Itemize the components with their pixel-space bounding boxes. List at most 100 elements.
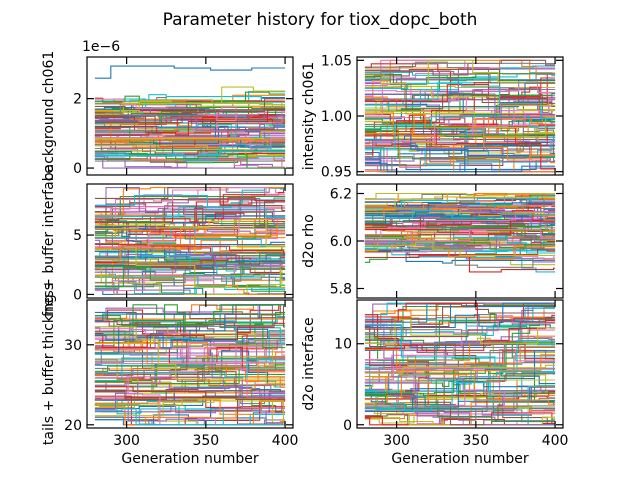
offset-text: 1e−6 xyxy=(82,39,120,55)
x-tick-label: 400 xyxy=(542,433,569,449)
series-line xyxy=(364,211,556,221)
series-line xyxy=(94,332,286,372)
series-line xyxy=(94,130,286,140)
series-line xyxy=(364,255,556,273)
x-axis-label: Generation number xyxy=(121,451,258,467)
panel-1: 0 2 background ch061 1e−6 xyxy=(41,39,294,181)
series-line xyxy=(94,245,286,258)
series-line xyxy=(364,72,556,85)
series-line xyxy=(94,403,286,424)
series-line xyxy=(94,322,286,348)
series-line xyxy=(94,187,286,211)
series-line xyxy=(364,209,556,219)
series-line xyxy=(94,201,286,227)
series-line xyxy=(94,98,286,124)
series-line xyxy=(94,218,286,248)
series-line xyxy=(94,143,286,157)
series-line xyxy=(364,125,556,137)
series-line xyxy=(94,113,286,124)
series-line xyxy=(94,195,286,218)
panel-3: 0 5 fng + buffer interface xyxy=(41,165,294,317)
series-line xyxy=(364,219,556,228)
y-axis-label: intensity ch061 xyxy=(301,62,317,170)
series-line xyxy=(94,304,286,349)
series-group xyxy=(94,65,286,169)
series-line xyxy=(94,218,286,249)
series-line xyxy=(94,276,286,287)
series-line xyxy=(364,59,556,88)
series-line xyxy=(94,376,286,410)
series-line xyxy=(364,220,556,236)
y-tick-label: 0 xyxy=(343,418,352,434)
series-line xyxy=(94,145,286,156)
series-line xyxy=(364,68,556,107)
series-line xyxy=(364,313,556,361)
series-line xyxy=(94,197,286,223)
series-line xyxy=(94,91,286,104)
series-line xyxy=(364,315,556,361)
series-line xyxy=(364,229,556,242)
series-line xyxy=(364,127,556,170)
y-axis-label: d2o interface xyxy=(301,317,317,410)
series-line xyxy=(94,98,286,118)
series-line xyxy=(364,371,556,414)
series-line xyxy=(94,335,286,367)
series-line xyxy=(364,234,556,252)
series-line xyxy=(94,267,286,288)
series-line xyxy=(94,246,286,272)
y-tick-label: 0 xyxy=(73,161,82,177)
series-line xyxy=(94,94,286,102)
series-line xyxy=(94,275,286,295)
series-line xyxy=(94,253,286,273)
series-line xyxy=(364,126,556,161)
y-tick-label: 0 xyxy=(73,287,82,303)
y-tick-label: 1.05 xyxy=(321,53,352,69)
panel-frame xyxy=(86,183,294,299)
x-tick-label: 350 xyxy=(192,433,219,449)
series-line xyxy=(364,386,556,426)
series-line xyxy=(364,398,556,424)
series-line xyxy=(364,74,556,107)
series-line xyxy=(364,227,556,260)
series-line xyxy=(94,137,286,149)
series-line xyxy=(94,383,286,401)
y-tick-label: 1.00 xyxy=(321,109,352,125)
series-line xyxy=(364,241,556,260)
series-line xyxy=(94,371,286,400)
x-axis-label: Generation number xyxy=(391,451,528,467)
series-line xyxy=(364,115,556,149)
panel-frame xyxy=(356,299,564,429)
series-line xyxy=(94,304,286,324)
series-group xyxy=(94,304,286,426)
series-group xyxy=(364,59,556,173)
series-line xyxy=(94,358,286,382)
series-line xyxy=(364,202,556,224)
y-tick-label: 6.2 xyxy=(330,187,352,203)
series-line xyxy=(364,78,556,121)
series-line xyxy=(364,364,556,374)
series-line xyxy=(364,392,556,412)
series-line xyxy=(94,243,286,255)
y-tick-label: 0.95 xyxy=(321,165,352,181)
series-line xyxy=(364,196,556,211)
series-line xyxy=(364,142,556,162)
series-line xyxy=(94,255,286,281)
series-line xyxy=(364,238,556,251)
series-line xyxy=(94,311,286,326)
series-line xyxy=(364,221,556,236)
x-tick-label: 350 xyxy=(462,433,489,449)
series-line xyxy=(364,236,556,254)
panel-4: 5.8 6.0 6.2 d2o rho xyxy=(301,183,564,299)
series-line xyxy=(94,328,286,364)
series-line xyxy=(94,359,286,378)
series-line xyxy=(364,192,556,200)
series-group xyxy=(364,302,556,426)
y-tick-label: 30 xyxy=(64,338,82,354)
series-line xyxy=(364,302,556,324)
series-line xyxy=(364,210,556,213)
panel-frame xyxy=(86,299,294,429)
series-line xyxy=(94,109,286,136)
series-line xyxy=(94,408,286,426)
